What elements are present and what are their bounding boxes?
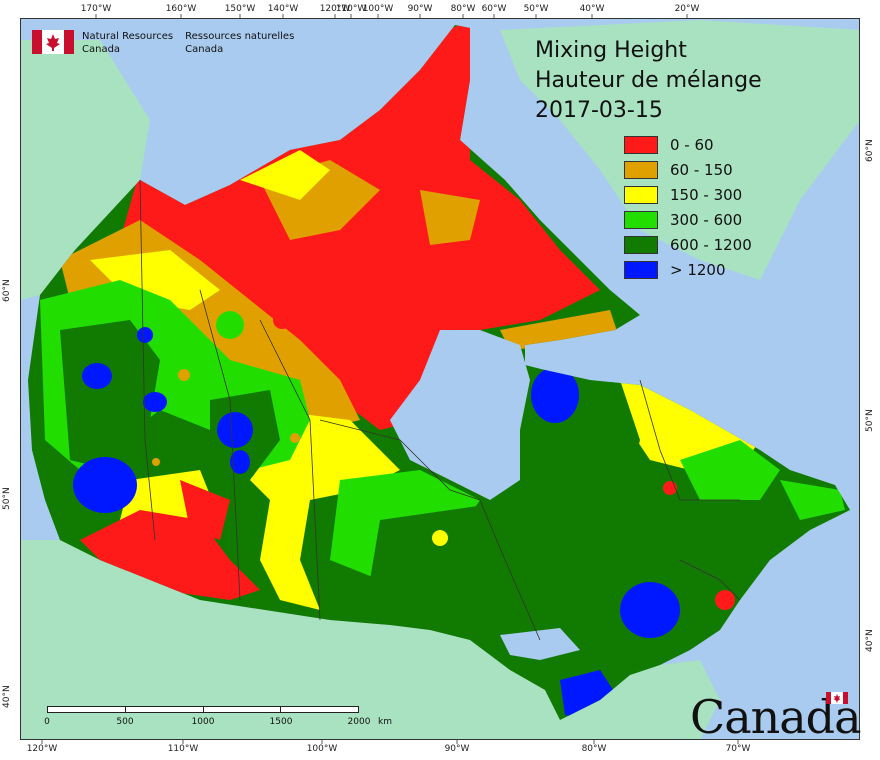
legend-label: 0 - 60 xyxy=(670,135,714,154)
agency-en-line2: Canada xyxy=(82,44,121,55)
legend-label: > 1200 xyxy=(670,260,726,279)
graticule-label-top: 90°W xyxy=(407,4,433,14)
greenland-land xyxy=(500,20,860,280)
graticule-label-top: 20°W xyxy=(674,4,700,14)
graticule-ticks xyxy=(41,14,739,744)
graticule-label-left: 50°N xyxy=(2,487,12,510)
legend-swatch xyxy=(624,210,658,229)
agency-name-en: Natural Resources Canada xyxy=(82,30,173,56)
legend-item: 300 - 600 xyxy=(624,207,752,232)
agency-fr-line2: Canada xyxy=(185,44,224,55)
legend-item: 600 - 1200 xyxy=(624,232,752,257)
provincial-borders xyxy=(139,179,741,641)
agency-en-line1: Natural Resources xyxy=(82,31,174,42)
graticule-label-top: 50°W xyxy=(523,4,549,14)
scale-bar-segment xyxy=(48,707,126,712)
legend-swatch xyxy=(624,135,658,154)
graticule-label-top: 140°W xyxy=(267,4,299,14)
legend-label: 300 - 600 xyxy=(670,210,743,229)
scale-tick-label: 500 xyxy=(116,717,134,727)
graticule-label-bottom: 80°W xyxy=(581,744,607,754)
legend-label: 600 - 1200 xyxy=(670,235,752,254)
graticule-label-right: 60°N xyxy=(865,139,875,162)
scale-bar-segment xyxy=(204,707,282,712)
graticule-label-left: 60°N xyxy=(2,279,12,302)
scale-tick-label: 1500 xyxy=(269,717,293,727)
legend-swatch xyxy=(624,235,658,254)
scale-bar xyxy=(47,706,359,713)
canada-flag-icon xyxy=(32,30,74,54)
legend-item: 150 - 300 xyxy=(624,182,752,207)
scale-bar-segment xyxy=(126,707,204,712)
graticule-label-top: 170°W xyxy=(80,4,112,14)
agency-name-fr: Ressources naturelles Canada xyxy=(185,30,294,56)
scale-tick-label: 2000 xyxy=(347,717,371,727)
legend-swatch xyxy=(624,260,658,279)
scale-tick-label: 1000 xyxy=(191,717,215,727)
legend-item: 60 - 150 xyxy=(624,157,752,182)
graticule-label-left: 40°N xyxy=(2,685,12,708)
map-title-fr: Hauteur de mélange xyxy=(535,68,762,93)
graticule-label-bottom: 70°W xyxy=(725,744,751,754)
scale-tick-label: 0 xyxy=(44,717,50,727)
graticule-label-top: 110°W xyxy=(335,4,367,14)
legend-item: 0 - 60 xyxy=(624,132,752,157)
graticule-label-top: 80°W xyxy=(450,4,476,14)
great-lakes xyxy=(500,628,580,660)
map-title-en: Mixing Height xyxy=(535,38,687,63)
wordmark-flag-icon xyxy=(826,692,848,704)
graticule-label-bottom: 110°W xyxy=(167,744,199,754)
legend-swatch xyxy=(624,185,658,204)
agency-fr-line1: Ressources naturelles xyxy=(185,31,295,42)
graticule-label-right: 40°N xyxy=(865,629,875,652)
agency-signature: Natural Resources Canada Ressources natu… xyxy=(32,30,306,56)
graticule-label-right: 50°N xyxy=(865,409,875,432)
graticule-label-bottom: 90°W xyxy=(444,744,470,754)
graticule-label-top: 150°W xyxy=(224,4,256,14)
legend-swatch xyxy=(624,160,658,179)
graticule-label-top: 40°W xyxy=(579,4,605,14)
legend-label: 60 - 150 xyxy=(670,160,733,179)
graticule-label-top: 120°W xyxy=(319,4,351,14)
graticule-label-bottom: 100°W xyxy=(306,744,338,754)
scale-unit-label: km xyxy=(378,717,392,727)
legend-label: 150 - 300 xyxy=(670,185,743,204)
graticule-label-top: 160°W xyxy=(165,4,197,14)
hudson-bay xyxy=(390,330,530,500)
scale-bar-segment xyxy=(281,707,358,712)
legend-item: > 1200 xyxy=(624,257,752,282)
legend: 0 - 60 60 - 150 150 - 300 300 - 600 600 … xyxy=(624,132,752,282)
graticule-label-top: 60°W xyxy=(481,4,507,14)
graticule-label-bottom: 120°W xyxy=(26,744,58,754)
map-date: 2017-03-15 xyxy=(535,98,663,123)
alaska-land xyxy=(20,40,150,300)
graticule-label-top: 100°W xyxy=(362,4,394,14)
